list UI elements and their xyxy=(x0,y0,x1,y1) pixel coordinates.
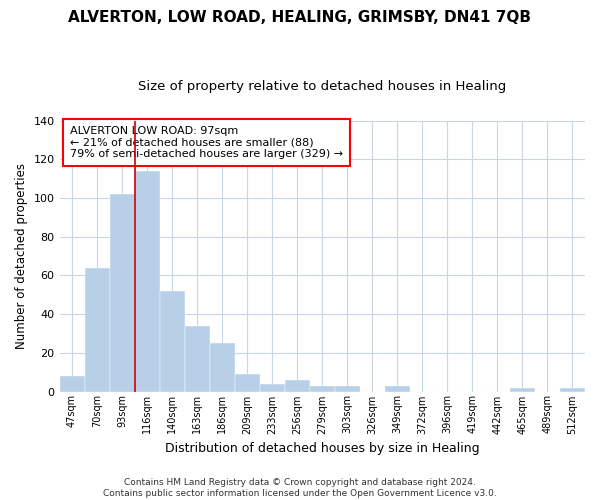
Text: ALVERTON LOW ROAD: 97sqm
← 21% of detached houses are smaller (88)
79% of semi-d: ALVERTON LOW ROAD: 97sqm ← 21% of detach… xyxy=(70,126,343,159)
X-axis label: Distribution of detached houses by size in Healing: Distribution of detached houses by size … xyxy=(165,442,479,455)
Bar xyxy=(385,386,410,392)
Text: ALVERTON, LOW ROAD, HEALING, GRIMSBY, DN41 7QB: ALVERTON, LOW ROAD, HEALING, GRIMSBY, DN… xyxy=(68,10,532,25)
Bar xyxy=(510,388,535,392)
Title: Size of property relative to detached houses in Healing: Size of property relative to detached ho… xyxy=(138,80,506,93)
Bar xyxy=(134,171,160,392)
Bar xyxy=(560,388,585,392)
Bar xyxy=(260,384,285,392)
Bar xyxy=(310,386,335,392)
Bar xyxy=(110,194,134,392)
Y-axis label: Number of detached properties: Number of detached properties xyxy=(15,163,28,349)
Bar xyxy=(185,326,209,392)
Bar xyxy=(285,380,310,392)
Bar xyxy=(85,268,110,392)
Bar xyxy=(209,343,235,392)
Bar xyxy=(160,291,185,392)
Bar xyxy=(235,374,260,392)
Bar xyxy=(335,386,360,392)
Text: Contains HM Land Registry data © Crown copyright and database right 2024.
Contai: Contains HM Land Registry data © Crown c… xyxy=(103,478,497,498)
Bar xyxy=(59,376,85,392)
